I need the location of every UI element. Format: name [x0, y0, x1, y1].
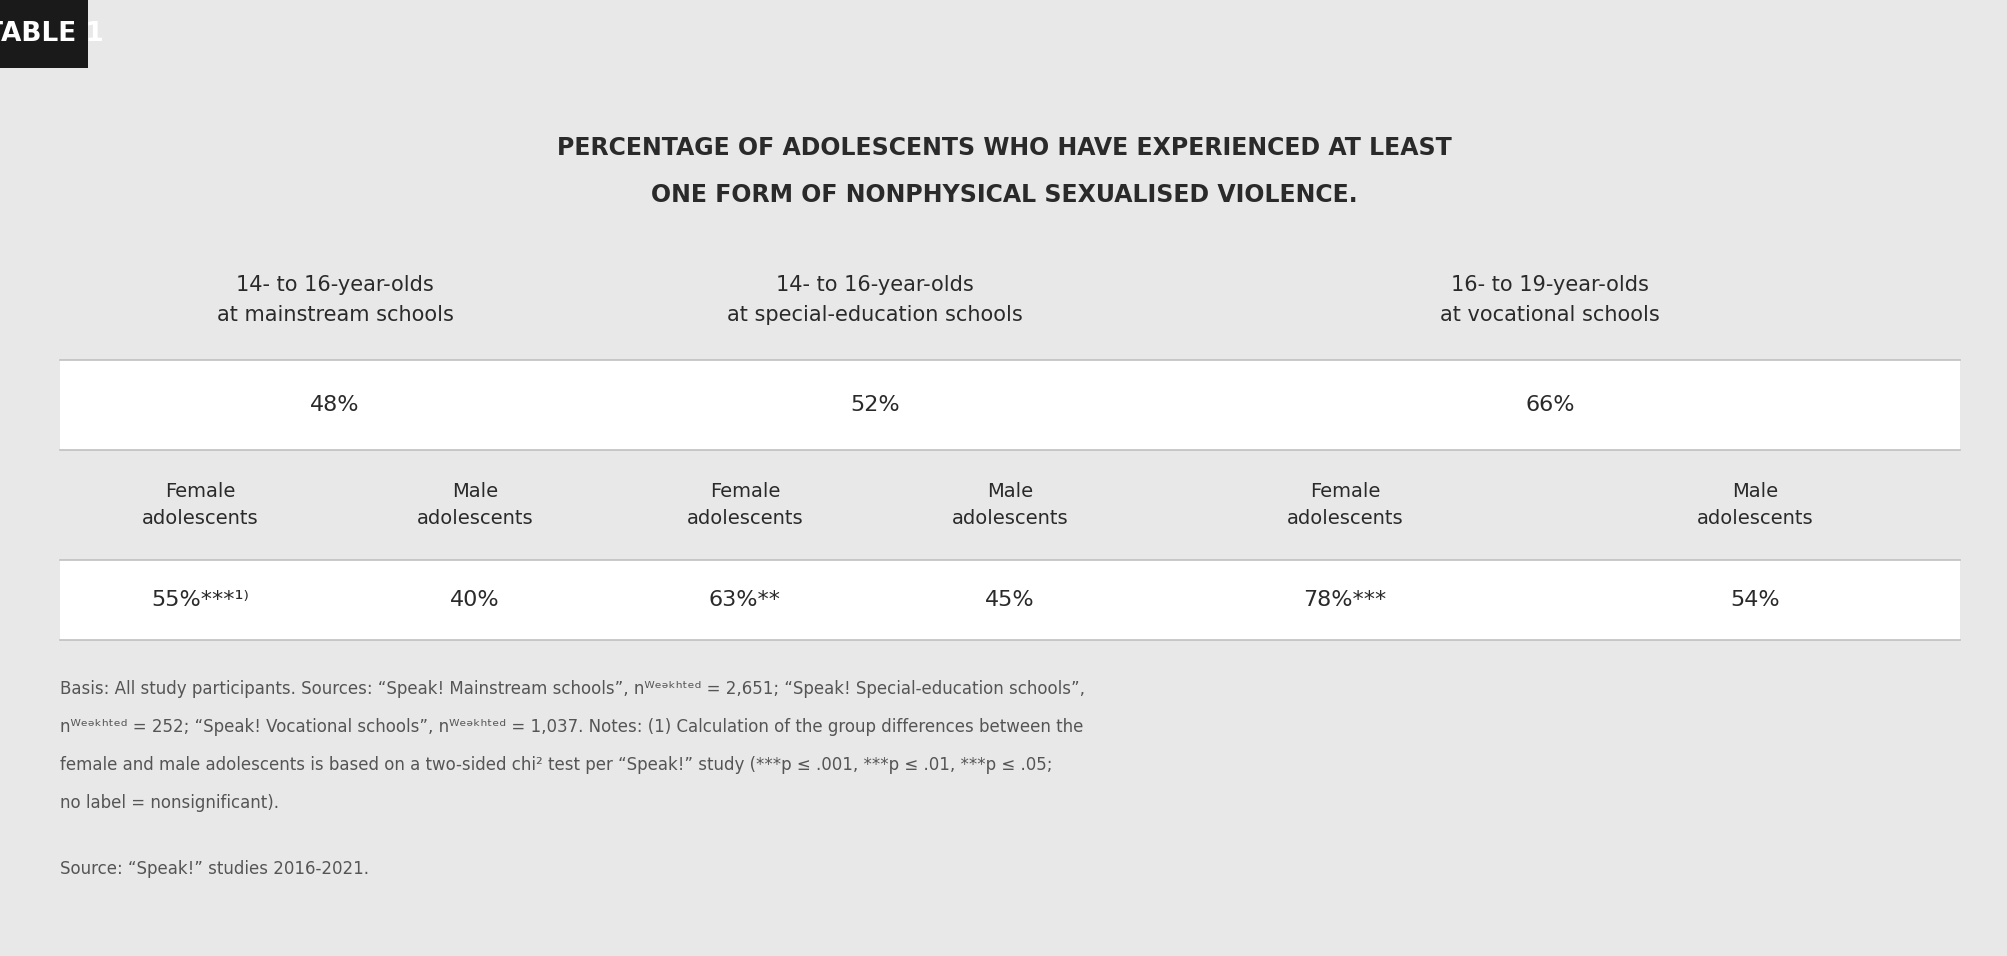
Text: no label = nonsignificant).: no label = nonsignificant). [60, 794, 279, 812]
Bar [60, 360, 1959, 450]
Text: Female
adolescents: Female adolescents [686, 482, 803, 529]
Text: ONE FORM OF NONPHYSICAL SEXUALISED VIOLENCE.: ONE FORM OF NONPHYSICAL SEXUALISED VIOLE… [650, 183, 1357, 207]
Text: 14- to 16-year-olds
at special-education schools: 14- to 16-year-olds at special-education… [727, 275, 1022, 325]
Text: 54%: 54% [1730, 590, 1778, 610]
Text: 14- to 16-year-olds
at mainstream schools: 14- to 16-year-olds at mainstream school… [217, 275, 454, 325]
Text: 78%***: 78%*** [1303, 590, 1387, 610]
Text: PERCENTAGE OF ADOLESCENTS WHO HAVE EXPERIENCED AT LEAST: PERCENTAGE OF ADOLESCENTS WHO HAVE EXPER… [556, 136, 1451, 160]
Text: TABLE 1: TABLE 1 [0, 21, 104, 47]
Text: nᵂᵉᵊᵏʰᵗᵉᵈ = 252; “Speak! Vocational schools”, nᵂᵉᵊᵏʰᵗᵉᵈ = 1,037. Notes: (1) Calc: nᵂᵉᵊᵏʰᵗᵉᵈ = 252; “Speak! Vocational scho… [60, 718, 1084, 736]
Text: female and male adolescents is based on a two-sided chi² test per “Speak!” study: female and male adolescents is based on … [60, 756, 1052, 774]
Text: Male
adolescents: Male adolescents [417, 482, 534, 529]
Text: Male
adolescents: Male adolescents [1696, 482, 1812, 529]
Text: 45%: 45% [985, 590, 1034, 610]
Text: 66%: 66% [1525, 395, 1573, 415]
Text: 52%: 52% [849, 395, 899, 415]
Text: Source: “Speak!” studies 2016-2021.: Source: “Speak!” studies 2016-2021. [60, 860, 369, 878]
Bar [60, 560, 1959, 640]
Text: Male
adolescents: Male adolescents [951, 482, 1068, 529]
Text: 48%: 48% [311, 395, 359, 415]
Text: Basis: All study participants. Sources: “Speak! Mainstream schools”, nᵂᵉᵊᵏʰᵗᵉᵈ =: Basis: All study participants. Sources: … [60, 680, 1084, 698]
Text: 40%: 40% [450, 590, 500, 610]
Text: 63%**: 63%** [708, 590, 781, 610]
Bar [0, 0, 88, 68]
Text: Female
adolescents: Female adolescents [142, 482, 259, 529]
Text: Female
adolescents: Female adolescents [1286, 482, 1403, 529]
Text: 55%***¹⁾: 55%***¹⁾ [151, 590, 249, 610]
Text: 16- to 19-year-olds
at vocational schools: 16- to 19-year-olds at vocational school… [1439, 275, 1660, 325]
